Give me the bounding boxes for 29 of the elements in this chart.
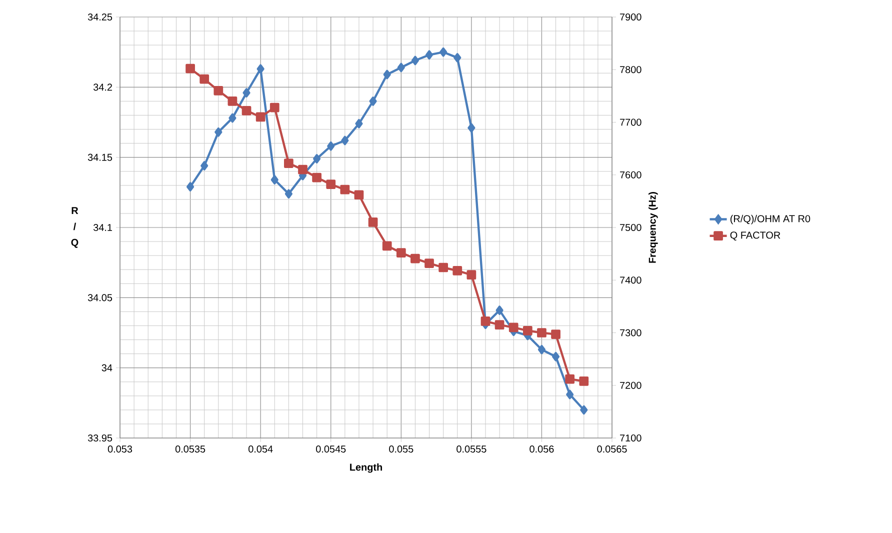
y2-tick-label: 7200 [620,382,642,389]
legend-label: (R/Q)/OHM AT R0 [730,214,810,224]
y2-tick-label: 7600 [620,171,642,178]
x-tick-label: 0.054 [248,446,273,453]
x-axis-title: Length [350,463,382,473]
y2-tick-label: 7400 [620,276,642,284]
y-tick-label: 34.15 [88,154,112,161]
x-tick-label: 0.0555 [456,446,486,453]
y2-tick-label: 7800 [620,66,642,74]
y2-tick-label: 7500 [620,224,642,232]
x-tick-label: 0.053 [108,446,132,453]
y2-tick-label: 7300 [620,329,642,336]
y-tick-label: 34.25 [88,13,112,21]
x-tick-label: 0.055 [389,446,414,453]
x-tick-label: 0.0545 [316,446,346,453]
y-tick-label: 34 [102,364,112,372]
y-tick-label: 34.05 [88,294,112,302]
x-tick-label: 0.056 [530,446,554,453]
y-tick-label: 34.2 [93,84,112,91]
y-tick-label: 34.1 [93,224,112,232]
x-tick-label: 0.0535 [175,446,206,453]
y2-axis-title: Frequency (Hz) [648,192,658,263]
y2-tick-label: 7700 [620,118,642,126]
legend-label: Q FACTOR [730,232,780,240]
y-axis-title: R / Q [71,207,78,248]
y2-tick-label: 7100 [620,434,642,442]
y-tick-label: 33.95 [88,434,112,442]
x-tick-label: 0.0565 [597,446,627,453]
y2-tick-label: 7900 [620,13,642,21]
